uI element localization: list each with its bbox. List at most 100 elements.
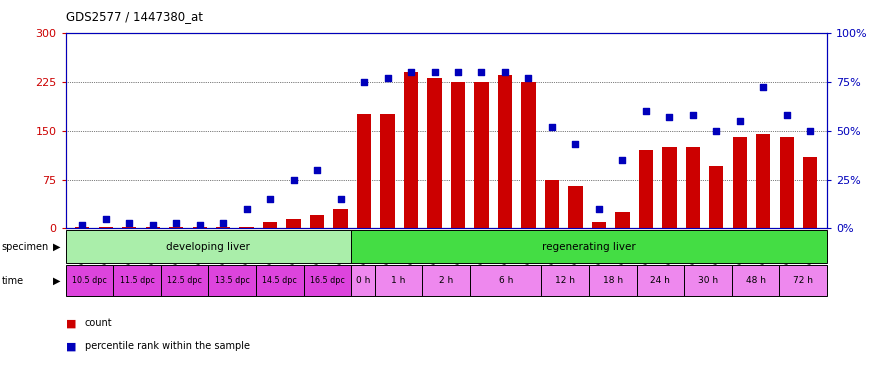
Text: 72 h: 72 h <box>793 276 813 285</box>
Point <box>428 69 442 75</box>
Bar <box>374 265 423 296</box>
Point <box>286 177 300 183</box>
Bar <box>286 219 301 228</box>
Bar <box>240 227 254 228</box>
Bar <box>686 147 700 228</box>
Bar <box>589 265 637 296</box>
Bar <box>615 212 629 228</box>
Text: 2 h: 2 h <box>439 276 453 285</box>
Point <box>592 206 606 212</box>
Text: GDS2577 / 1447380_at: GDS2577 / 1447380_at <box>66 10 203 23</box>
Point <box>757 84 771 91</box>
Bar <box>780 265 827 296</box>
Bar <box>145 227 159 228</box>
Text: 16.5 dpc: 16.5 dpc <box>310 276 345 285</box>
Point <box>145 222 159 228</box>
Text: ▶: ▶ <box>52 242 60 252</box>
Point <box>710 127 724 134</box>
Text: 30 h: 30 h <box>698 276 718 285</box>
Text: 11.5 dpc: 11.5 dpc <box>120 276 154 285</box>
Bar <box>637 265 684 296</box>
Point <box>123 220 136 226</box>
Text: 24 h: 24 h <box>650 276 670 285</box>
Bar <box>522 81 536 228</box>
Bar <box>122 227 136 228</box>
Bar <box>99 227 113 228</box>
Point <box>639 108 653 114</box>
Bar <box>208 265 256 296</box>
Bar <box>803 157 817 228</box>
Bar <box>451 81 465 228</box>
Point <box>615 157 629 163</box>
Point <box>780 112 794 118</box>
Text: 12 h: 12 h <box>556 276 575 285</box>
Bar <box>351 230 827 263</box>
Text: 12.5 dpc: 12.5 dpc <box>167 276 202 285</box>
Point <box>240 206 254 212</box>
Point <box>357 78 371 84</box>
Bar <box>470 265 542 296</box>
Bar <box>66 230 351 263</box>
Bar <box>161 265 208 296</box>
Bar <box>474 81 488 228</box>
Bar <box>428 78 442 228</box>
Point <box>451 69 465 75</box>
Text: 13.5 dpc: 13.5 dpc <box>214 276 249 285</box>
Text: 10.5 dpc: 10.5 dpc <box>72 276 107 285</box>
Text: time: time <box>2 276 24 286</box>
Point <box>545 124 559 130</box>
Bar <box>733 137 747 228</box>
Bar <box>66 265 113 296</box>
Bar <box>780 137 794 228</box>
Point <box>381 74 395 81</box>
Bar <box>357 114 371 228</box>
Bar <box>216 227 230 228</box>
Text: 1 h: 1 h <box>391 276 406 285</box>
Bar <box>498 75 512 228</box>
Text: ■: ■ <box>66 341 76 351</box>
Bar <box>684 265 732 296</box>
Bar <box>113 265 161 296</box>
Bar <box>304 265 351 296</box>
Point <box>803 127 817 134</box>
Point <box>733 118 747 124</box>
Bar <box>569 186 583 228</box>
Point <box>474 69 488 75</box>
Point <box>662 114 676 120</box>
Bar <box>732 265 780 296</box>
Text: specimen: specimen <box>2 242 49 252</box>
Text: ▶: ▶ <box>52 276 60 286</box>
Text: 6 h: 6 h <box>499 276 513 285</box>
Point <box>216 220 230 226</box>
Point <box>522 74 536 81</box>
Bar <box>662 147 676 228</box>
Bar <box>169 227 183 228</box>
Point <box>686 112 700 118</box>
Bar <box>710 167 724 228</box>
Bar <box>333 209 347 228</box>
Text: developing liver: developing liver <box>166 242 250 252</box>
Point <box>404 69 418 75</box>
Point <box>169 220 183 226</box>
Bar <box>310 215 324 228</box>
Text: 48 h: 48 h <box>746 276 766 285</box>
Point <box>192 222 206 228</box>
Bar <box>542 265 589 296</box>
Text: 14.5 dpc: 14.5 dpc <box>262 276 298 285</box>
Point <box>310 167 324 173</box>
Text: percentile rank within the sample: percentile rank within the sample <box>85 341 250 351</box>
Bar <box>351 265 374 296</box>
Bar <box>545 180 559 228</box>
Point <box>99 216 113 222</box>
Text: count: count <box>85 318 113 328</box>
Text: 18 h: 18 h <box>603 276 623 285</box>
Bar <box>256 265 304 296</box>
Bar <box>639 150 653 228</box>
Bar <box>756 134 771 228</box>
Bar <box>192 227 206 228</box>
Bar <box>404 72 418 228</box>
Bar <box>381 114 395 228</box>
Text: ■: ■ <box>66 318 76 328</box>
Point <box>333 196 347 202</box>
Point <box>498 69 512 75</box>
